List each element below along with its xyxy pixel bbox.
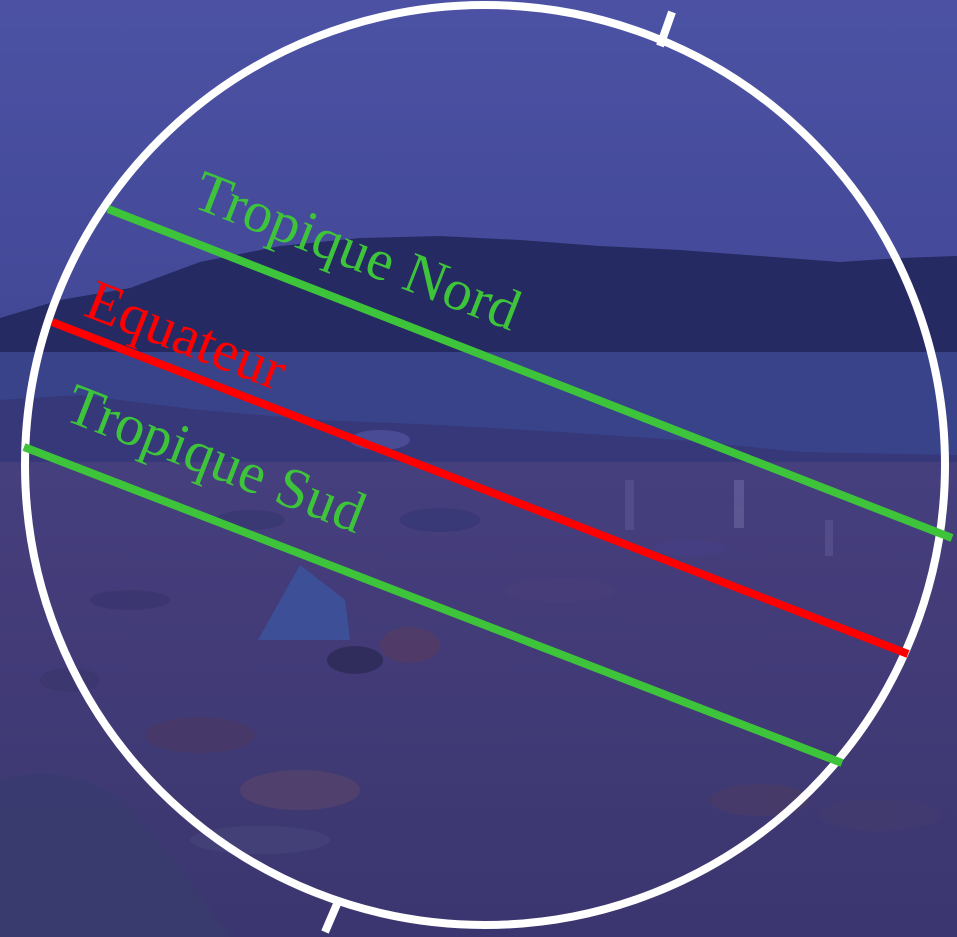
north-pole-tick (656, 10, 676, 48)
dune-grass (0, 773, 230, 937)
beach-goers (40, 430, 940, 854)
forested-hill (0, 236, 957, 360)
globe-circle (21, 1, 949, 929)
tropic-south-line (22, 443, 844, 767)
equator-line (50, 318, 910, 658)
rocky-shore (0, 395, 957, 470)
south-pole-tick (321, 902, 341, 934)
tropic-north-line (106, 205, 954, 542)
